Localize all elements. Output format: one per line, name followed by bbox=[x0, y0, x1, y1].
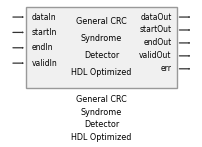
Text: dataIn: dataIn bbox=[31, 12, 56, 22]
Text: startOut: startOut bbox=[139, 25, 171, 35]
Text: validIn: validIn bbox=[31, 59, 57, 68]
Text: Syndrome: Syndrome bbox=[80, 34, 122, 43]
Text: err: err bbox=[160, 64, 171, 73]
Text: validOut: validOut bbox=[138, 51, 171, 60]
Text: endIn: endIn bbox=[31, 43, 53, 52]
Text: HDL Optimized: HDL Optimized bbox=[71, 67, 131, 77]
Text: General CRC: General CRC bbox=[76, 17, 126, 26]
Text: Detector: Detector bbox=[83, 51, 119, 60]
Text: HDL Optimized: HDL Optimized bbox=[71, 133, 131, 142]
Text: Detector: Detector bbox=[83, 120, 119, 130]
Text: startIn: startIn bbox=[31, 28, 57, 37]
Text: endOut: endOut bbox=[143, 38, 171, 47]
Text: dataOut: dataOut bbox=[139, 12, 171, 22]
Text: Syndrome: Syndrome bbox=[80, 108, 122, 117]
Bar bbox=[26, 7, 176, 88]
Text: General CRC: General CRC bbox=[76, 95, 126, 105]
